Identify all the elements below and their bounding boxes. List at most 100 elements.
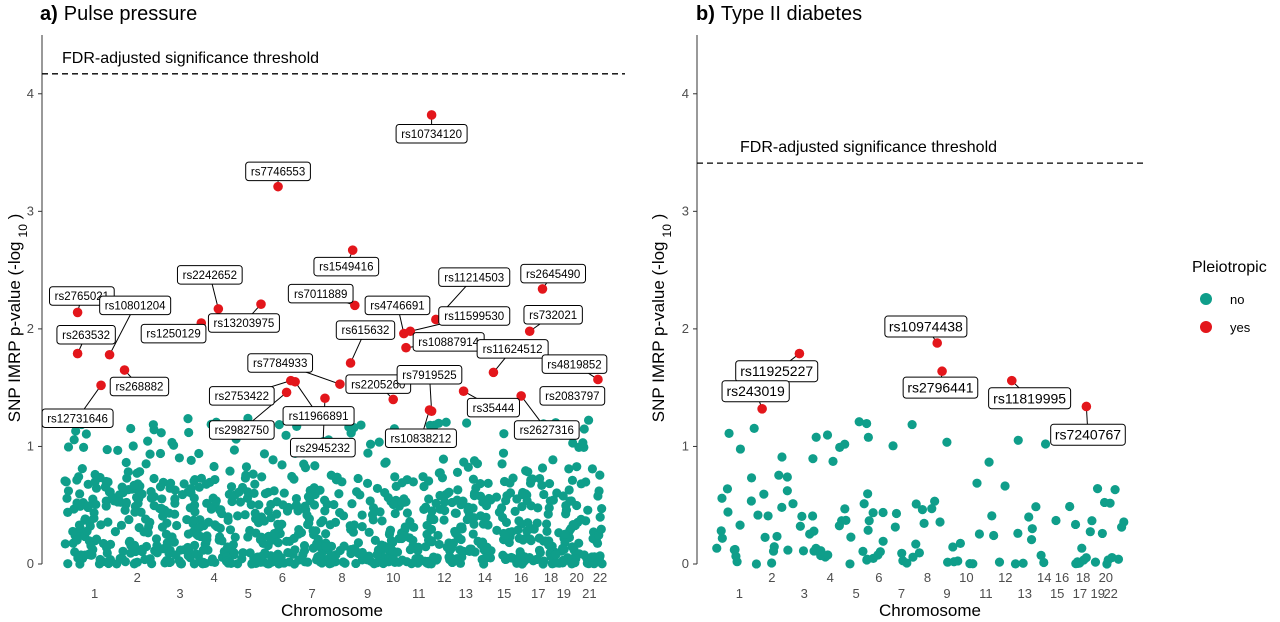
b-snp-point-no bbox=[984, 457, 994, 467]
a-snp-label: rs11214503 bbox=[444, 272, 504, 284]
b-snp-point-no bbox=[782, 472, 792, 482]
a-snp-label: rs615632 bbox=[342, 325, 390, 337]
b-snp-point-no bbox=[863, 489, 873, 499]
b-snp-point-no bbox=[735, 444, 746, 454]
a-snp-point-no bbox=[203, 517, 214, 527]
a-snp-point-no bbox=[77, 464, 87, 474]
a-snp-point-no bbox=[506, 553, 516, 563]
a-snp-label: rs1250129 bbox=[146, 329, 200, 341]
a-snp-point-no bbox=[198, 545, 208, 555]
panel-b-title: b) Type II diabetes bbox=[696, 3, 862, 25]
b-snp-label-box bbox=[902, 376, 979, 399]
a-snp-point-no bbox=[145, 449, 155, 459]
a-chromosome-tick-label: 14 bbox=[478, 570, 492, 585]
b-snp-point-no bbox=[729, 545, 739, 555]
a-snp-point-no bbox=[304, 518, 314, 528]
a-chromosome-tick-label: 17 bbox=[531, 586, 545, 601]
a-snp-point-no bbox=[397, 478, 407, 488]
a-snp-point-no bbox=[229, 445, 239, 455]
a-snp-label-box bbox=[56, 325, 116, 345]
a-chromosome-tick-label: 3 bbox=[176, 586, 183, 601]
legend-label-yes: yes bbox=[1230, 320, 1251, 335]
a-chromosome-tick-label: 13 bbox=[458, 586, 472, 601]
b-snp-point-no bbox=[1010, 559, 1021, 569]
a-snp-point-no bbox=[445, 555, 455, 565]
b-snp-point-no bbox=[891, 508, 902, 519]
a-snp-point-no bbox=[527, 474, 538, 484]
a-snp-point-no bbox=[321, 542, 331, 552]
a-snp-point-no bbox=[278, 500, 288, 510]
a-snp-point-no bbox=[500, 530, 510, 540]
a-y-tick-label: 0 bbox=[27, 556, 34, 571]
b-chromosome-tick-label: 9 bbox=[943, 586, 950, 601]
a-snp-point-no bbox=[434, 539, 444, 550]
b-snp-label: rs10974438 bbox=[889, 319, 963, 335]
a-snp-point-no bbox=[183, 529, 194, 539]
a-snp-point-no bbox=[157, 494, 167, 504]
b-chromosome-tick-label: 15 bbox=[1050, 586, 1064, 601]
a-snp-point-no bbox=[272, 509, 282, 519]
b-chromosome-tick-label: 2 bbox=[768, 570, 775, 585]
a-snp-point-no bbox=[380, 488, 390, 498]
b-chromosome-tick-label: 6 bbox=[875, 570, 882, 585]
a-snp-label-box bbox=[384, 428, 457, 448]
b-snp-point-no bbox=[1070, 519, 1081, 530]
a-snp-point-no bbox=[390, 508, 400, 519]
b-snp-point-no bbox=[1097, 528, 1107, 539]
a-y-tick-label: 1 bbox=[27, 438, 34, 453]
a-snp-point-no bbox=[496, 503, 507, 513]
a-snp-point-no bbox=[593, 491, 603, 501]
a-snp-label: rs4819852 bbox=[547, 359, 601, 371]
a-snp-point-no bbox=[581, 477, 591, 487]
a-snp-point-no bbox=[427, 506, 437, 516]
a-snp-point-no bbox=[357, 522, 367, 532]
a-snp-point-no bbox=[214, 535, 224, 545]
b-snp-point-no bbox=[1087, 516, 1097, 526]
a-snp-point-no bbox=[291, 500, 302, 510]
a-chromosome-tick-label: 7 bbox=[309, 586, 316, 601]
a-snp-point-no bbox=[209, 461, 219, 472]
b-snp-point-no bbox=[911, 499, 921, 509]
a-snp-point-yes bbox=[350, 300, 360, 311]
b-chromosome-tick-label: 17 bbox=[1073, 586, 1087, 601]
a-snp-point-yes bbox=[320, 393, 330, 404]
a-snp-label: rs10887914 bbox=[418, 337, 479, 349]
a-snp-point-no bbox=[374, 437, 384, 447]
a-snp-point-no bbox=[327, 550, 337, 561]
a-snp-label-box bbox=[438, 306, 511, 326]
panel-b-ylabel-main: SNP IMRP p-value (-log bbox=[649, 241, 668, 422]
a-snp-point-no bbox=[277, 460, 287, 470]
a-snp-point-no bbox=[325, 520, 335, 530]
a-snp-point-no bbox=[557, 543, 568, 554]
a-snp-point-no bbox=[235, 497, 246, 507]
a-chromosome-tick-label: 11 bbox=[412, 586, 426, 601]
a-snp-point-no bbox=[568, 520, 578, 530]
a-snp-point-no bbox=[118, 546, 128, 556]
a-snp-point-no bbox=[353, 538, 364, 548]
a-snp-point-no bbox=[250, 508, 260, 518]
a-snp-point-no bbox=[372, 549, 382, 560]
b-snp-point-no bbox=[955, 538, 965, 548]
a-snp-point-no bbox=[182, 514, 192, 525]
a-snp-point-no bbox=[338, 511, 349, 521]
b-snp-point-no bbox=[828, 456, 838, 466]
b-snp-point-no bbox=[1102, 559, 1112, 569]
b-chromosome-tick-label: 3 bbox=[801, 586, 808, 601]
a-snp-point-no bbox=[256, 532, 267, 542]
a-snp-point-no bbox=[207, 554, 217, 564]
a-snp-point-no bbox=[146, 493, 156, 503]
b-snp-label: rs11925227 bbox=[740, 363, 813, 379]
a-snp-point-no bbox=[89, 508, 99, 518]
b-snp-point-no bbox=[888, 441, 898, 451]
a-snp-point-no bbox=[429, 420, 440, 430]
a-snp-point-no bbox=[439, 515, 449, 525]
a-snp-point-no bbox=[340, 558, 350, 568]
a-snp-point-no bbox=[539, 536, 549, 546]
legend-swatch-no bbox=[1200, 293, 1212, 305]
panel-a-x-axis-title: Chromosome bbox=[281, 601, 383, 620]
a-snp-point-no bbox=[241, 462, 252, 472]
a-snp-point-no bbox=[113, 445, 123, 456]
a-snp-point-no bbox=[429, 514, 439, 525]
a-snp-point-no bbox=[86, 540, 96, 551]
a-snp-point-yes bbox=[335, 379, 345, 389]
